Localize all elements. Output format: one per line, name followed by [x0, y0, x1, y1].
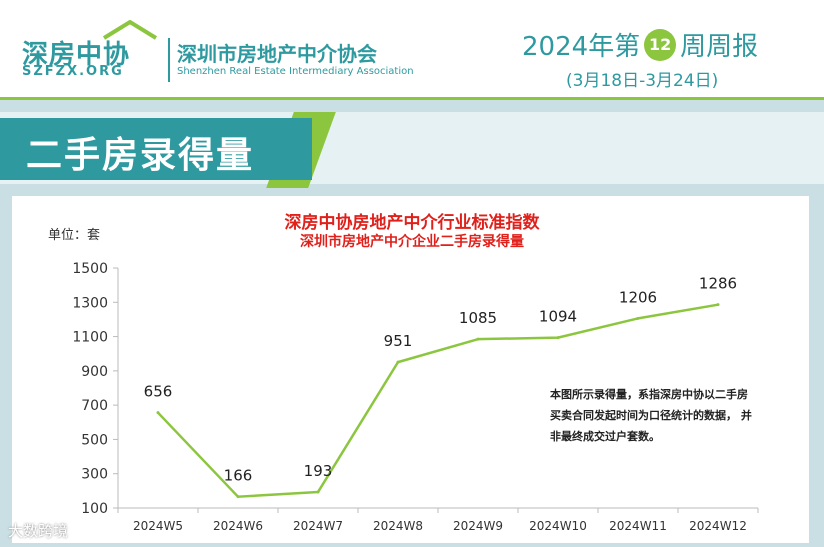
weekly-prefix: 2024年第 — [522, 32, 641, 62]
association-logo: 深房中协 SZFZX.ORG — [22, 20, 172, 84]
data-label: 193 — [304, 462, 333, 480]
y-tick-label: 700 — [81, 398, 108, 414]
y-tick-label: 1500 — [72, 261, 108, 277]
logo-english: SZFZX.ORG — [22, 64, 124, 79]
chart-title: 深房中协房地产中介行业标准指数 — [284, 213, 540, 233]
weekly-report-title: 2024年第 12 周周报 — [522, 26, 758, 63]
x-tick-label: 2024W5 — [133, 519, 183, 533]
association-name-cn: 深圳市房地产中介协会 — [177, 42, 377, 66]
data-label: 1094 — [539, 308, 577, 326]
data-point — [316, 490, 320, 494]
x-tick-label: 2024W6 — [213, 519, 263, 533]
association-name-en: Shenzhen Real Estate Intermediary Associ… — [177, 66, 414, 77]
data-point — [156, 411, 160, 415]
data-label: 951 — [384, 332, 413, 350]
data-label: 1286 — [699, 275, 737, 293]
date-range: (3月18日-3月24日) — [566, 71, 719, 91]
y-tick-label: 100 — [81, 501, 108, 517]
data-point — [716, 303, 720, 307]
data-label: 166 — [224, 467, 253, 485]
data-label: 1206 — [619, 288, 657, 306]
x-tick-label: 2024W11 — [609, 519, 667, 533]
chart-footnote: 本图所示录得量，系指深房中协以二手房买卖合同发起时间为口径统计的数据， 并非最终… — [550, 388, 752, 443]
data-point — [476, 337, 480, 341]
x-tick-label: 2024W10 — [529, 519, 587, 533]
data-point — [396, 360, 400, 364]
data-point — [556, 336, 560, 340]
y-tick-label: 1300 — [72, 295, 108, 311]
weekly-suffix: 周周报 — [680, 32, 759, 62]
watermark: 大数跨境 — [8, 522, 69, 540]
x-tick-label: 2024W7 — [293, 519, 343, 533]
y-tick-label: 1100 — [72, 330, 108, 346]
y-tick-label: 300 — [81, 467, 108, 483]
chart-subtitle: 深圳市房地产中介企业二手房录得量 — [300, 234, 524, 250]
week-number-badge: 12 — [644, 28, 677, 61]
unit-label: 单位：套 — [48, 228, 101, 243]
chart-card — [12, 196, 809, 543]
report-header: 深房中协 SZFZX.ORG 深圳市房地产中介协会 Shenzhen Real … — [0, 0, 824, 97]
series-line — [157, 303, 719, 498]
data-point — [636, 316, 640, 320]
data-point — [236, 495, 240, 499]
house-roof-icon — [102, 20, 158, 40]
header-rule — [0, 97, 824, 100]
x-tick-label: 2024W12 — [689, 519, 747, 533]
x-tick-label: 2024W8 — [373, 519, 423, 533]
section-title: 二手房录得量 — [26, 135, 255, 176]
x-tick-label: 2024W9 — [453, 519, 503, 533]
section-banner — [0, 118, 312, 180]
header-divider — [168, 38, 170, 82]
logo-chinese: 深房中协 — [22, 40, 131, 70]
y-tick-label: 900 — [81, 364, 108, 380]
y-tick-label: 500 — [81, 432, 108, 448]
data-label: 656 — [144, 383, 173, 401]
data-label: 1085 — [459, 309, 497, 327]
